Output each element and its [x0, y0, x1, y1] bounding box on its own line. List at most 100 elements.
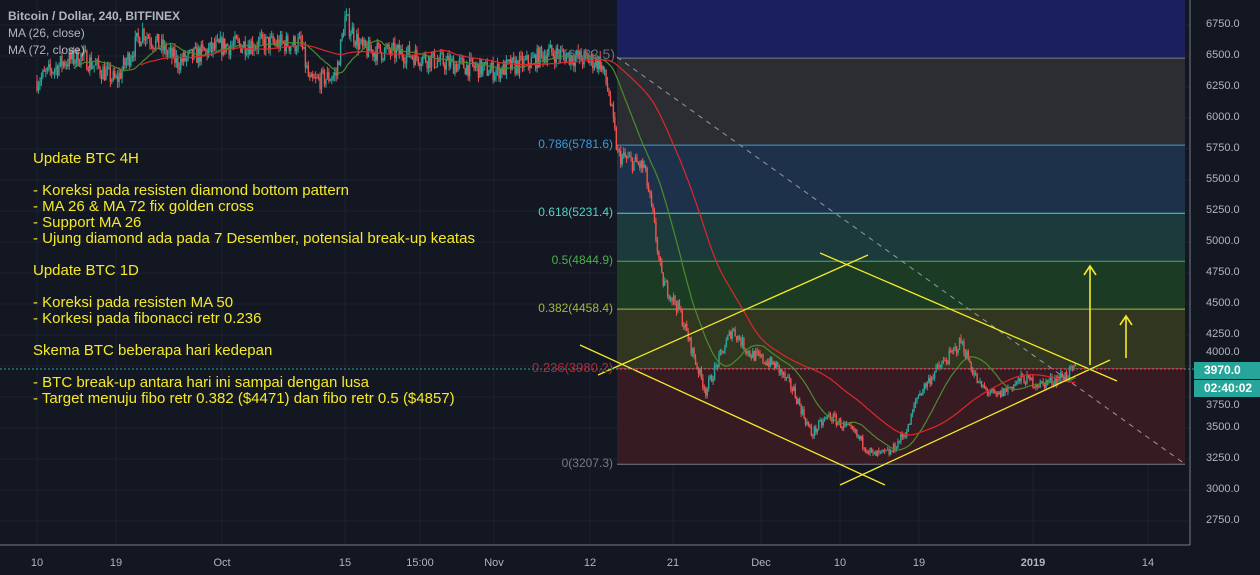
candle [705, 389, 707, 396]
candle [869, 448, 871, 453]
candle [304, 46, 307, 68]
chart-legend: Bitcoin / Dollar, 240, BITFINEX MA (26, … [8, 8, 180, 59]
candle [200, 44, 202, 62]
time-tick: 14 [1141, 557, 1155, 569]
candle [94, 63, 97, 66]
candle [589, 60, 591, 64]
candle [791, 388, 794, 391]
candle [866, 451, 868, 453]
candle [389, 51, 392, 55]
candle [718, 353, 720, 367]
candle [221, 37, 223, 55]
candle [703, 387, 706, 390]
candle [771, 357, 773, 365]
candle [411, 56, 414, 58]
candle [526, 55, 528, 60]
candle [394, 42, 396, 58]
candle [156, 34, 158, 40]
candle [857, 435, 860, 437]
candle [743, 337, 745, 350]
candle [765, 363, 767, 366]
candle [646, 167, 648, 187]
candle [615, 128, 618, 150]
candle [347, 14, 349, 16]
candle [257, 39, 260, 49]
candle [128, 53, 131, 66]
candle [620, 150, 622, 165]
candle [105, 69, 107, 81]
candle [936, 364, 939, 366]
candle [630, 156, 632, 158]
candle [713, 365, 716, 380]
symbol-title[interactable]: Bitcoin / Dollar, 240, BITFINEX [8, 9, 181, 23]
candle [888, 449, 890, 455]
candle [1002, 388, 1005, 396]
candle [451, 58, 453, 60]
candle [1001, 388, 1003, 397]
candle [571, 55, 574, 63]
candle [980, 380, 983, 387]
candle [59, 56, 62, 66]
candle [350, 33, 352, 37]
candle [1065, 372, 1068, 378]
candle [300, 36, 302, 42]
candle [823, 418, 826, 421]
candle [202, 44, 204, 48]
price-tick: 4000.0 [1206, 346, 1240, 358]
candle [709, 375, 711, 379]
candle [653, 211, 656, 222]
candle [40, 76, 43, 83]
candle [810, 426, 813, 436]
candle [457, 64, 459, 72]
candle [876, 450, 879, 456]
last-price-label: 3970.0 [1194, 362, 1260, 379]
candle [122, 58, 125, 70]
candle [875, 451, 877, 456]
candle [790, 379, 792, 389]
candle [948, 350, 950, 364]
candle [42, 70, 44, 77]
ma72-legend[interactable]: MA (72, close) [8, 43, 85, 57]
candle [152, 46, 154, 49]
candle [115, 76, 117, 78]
candle [977, 381, 980, 383]
candle [246, 53, 248, 55]
candle [708, 378, 710, 389]
candle [520, 56, 522, 58]
candle [1036, 385, 1038, 387]
candle [273, 42, 276, 44]
candle [1064, 372, 1066, 380]
candle [774, 362, 776, 369]
ma26-legend[interactable]: MA (26, close) [8, 26, 85, 40]
candle [1038, 386, 1040, 388]
candle [622, 152, 625, 156]
candle [779, 369, 782, 373]
fib-zone [617, 213, 1185, 262]
candle [191, 48, 194, 59]
candle [979, 380, 981, 382]
candle [287, 35, 289, 47]
candle [570, 55, 572, 65]
candle [1060, 373, 1062, 381]
candle [172, 48, 175, 59]
candle [599, 56, 601, 70]
candle [397, 44, 399, 49]
time-tick: 10 [30, 557, 44, 569]
price-tick: 4750.0 [1206, 266, 1240, 278]
candle [643, 165, 645, 168]
annotation-line: Update BTC 4H [33, 150, 139, 167]
candle [353, 27, 355, 43]
candle [39, 82, 41, 86]
annotation-line: - Support MA 26 [33, 214, 142, 231]
candle [48, 64, 50, 68]
candle [461, 58, 464, 60]
candle [724, 347, 726, 354]
candle [56, 66, 59, 76]
candle [467, 64, 469, 77]
candle [248, 46, 251, 55]
candle [67, 64, 69, 66]
candle [119, 72, 122, 79]
candle [184, 52, 186, 61]
